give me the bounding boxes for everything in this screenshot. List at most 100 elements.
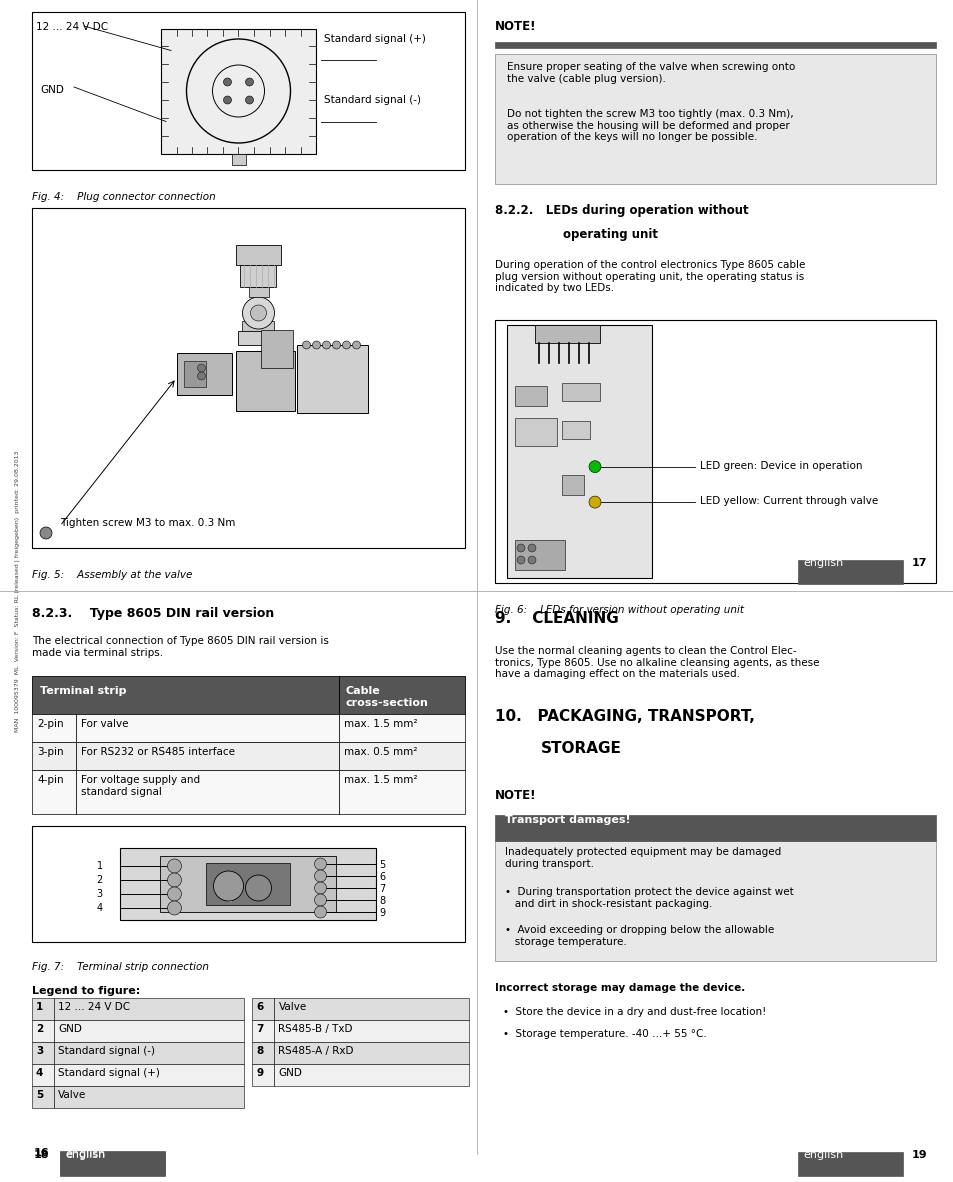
Text: For valve: For valve bbox=[81, 719, 129, 729]
Circle shape bbox=[197, 372, 205, 379]
Text: •  Storage temperature. -40 …+ 55 °C.: • Storage temperature. -40 …+ 55 °C. bbox=[502, 1030, 706, 1039]
Text: english: english bbox=[65, 1149, 105, 1160]
FancyBboxPatch shape bbox=[274, 1064, 469, 1086]
FancyBboxPatch shape bbox=[32, 1020, 54, 1043]
Text: 2-pin: 2-pin bbox=[37, 719, 64, 729]
Text: STORAGE: STORAGE bbox=[540, 741, 621, 756]
Text: LED yellow: Current through valve: LED yellow: Current through valve bbox=[700, 496, 878, 506]
FancyBboxPatch shape bbox=[32, 826, 464, 942]
Circle shape bbox=[168, 873, 181, 886]
FancyBboxPatch shape bbox=[160, 856, 336, 913]
Text: 8: 8 bbox=[256, 1046, 263, 1056]
Text: max. 0.5 mm²: max. 0.5 mm² bbox=[344, 747, 417, 756]
Text: Fig. 7:    Terminal strip connection: Fig. 7: Terminal strip connection bbox=[32, 962, 209, 972]
FancyBboxPatch shape bbox=[561, 421, 589, 439]
Text: english: english bbox=[802, 1150, 842, 1160]
FancyBboxPatch shape bbox=[253, 998, 274, 1020]
Text: 5: 5 bbox=[379, 860, 385, 870]
Circle shape bbox=[588, 461, 600, 473]
Text: Tighten screw M3 to max. 0.3 Nm: Tighten screw M3 to max. 0.3 Nm bbox=[60, 518, 235, 528]
Text: 1: 1 bbox=[36, 1002, 43, 1012]
FancyBboxPatch shape bbox=[236, 245, 280, 265]
Text: Cable
cross-section: Cable cross-section bbox=[345, 686, 428, 708]
FancyBboxPatch shape bbox=[253, 1020, 274, 1043]
FancyBboxPatch shape bbox=[274, 1020, 469, 1043]
Text: bürkert: bürkert bbox=[228, 878, 233, 901]
FancyBboxPatch shape bbox=[54, 998, 244, 1020]
FancyBboxPatch shape bbox=[260, 330, 293, 368]
Circle shape bbox=[527, 556, 536, 564]
FancyBboxPatch shape bbox=[54, 1020, 244, 1043]
Text: Standard signal (-): Standard signal (-) bbox=[324, 95, 420, 105]
FancyBboxPatch shape bbox=[54, 1086, 244, 1108]
Circle shape bbox=[527, 544, 536, 552]
FancyBboxPatch shape bbox=[232, 154, 245, 165]
FancyBboxPatch shape bbox=[535, 325, 599, 343]
FancyBboxPatch shape bbox=[161, 28, 315, 154]
FancyBboxPatch shape bbox=[32, 12, 464, 170]
FancyBboxPatch shape bbox=[495, 320, 935, 583]
Text: Fig. 5:    Assembly at the valve: Fig. 5: Assembly at the valve bbox=[32, 570, 193, 580]
FancyBboxPatch shape bbox=[176, 353, 232, 395]
Text: NOTE!: NOTE! bbox=[495, 20, 536, 33]
FancyBboxPatch shape bbox=[206, 863, 291, 905]
Text: GND: GND bbox=[40, 85, 64, 95]
FancyBboxPatch shape bbox=[561, 474, 583, 494]
Text: Valve: Valve bbox=[58, 1090, 86, 1100]
Text: For voltage supply and
standard signal: For voltage supply and standard signal bbox=[81, 775, 200, 797]
Text: 12 ... 24 V DC: 12 ... 24 V DC bbox=[36, 22, 108, 32]
FancyBboxPatch shape bbox=[242, 322, 274, 331]
Text: 8.2.3.    Type 8605 DIN rail version: 8.2.3. Type 8605 DIN rail version bbox=[32, 608, 274, 621]
Circle shape bbox=[342, 340, 350, 349]
Text: 16: 16 bbox=[34, 1148, 50, 1158]
FancyBboxPatch shape bbox=[32, 714, 76, 742]
FancyBboxPatch shape bbox=[296, 345, 368, 413]
Text: 9: 9 bbox=[379, 908, 385, 918]
Text: Ensure proper seating of the valve when screwing onto
the valve (cable plug vers: Ensure proper seating of the valve when … bbox=[506, 61, 795, 84]
Text: 4: 4 bbox=[96, 903, 103, 913]
FancyBboxPatch shape bbox=[238, 331, 278, 345]
FancyBboxPatch shape bbox=[76, 714, 339, 742]
Text: 2: 2 bbox=[96, 875, 103, 885]
Text: 9.    CLEANING: 9. CLEANING bbox=[495, 611, 618, 626]
Text: 3: 3 bbox=[36, 1046, 43, 1056]
FancyBboxPatch shape bbox=[32, 742, 76, 769]
FancyBboxPatch shape bbox=[60, 1151, 165, 1175]
FancyBboxPatch shape bbox=[797, 560, 902, 584]
Text: RS485-A / RxD: RS485-A / RxD bbox=[278, 1046, 354, 1056]
Circle shape bbox=[245, 78, 253, 86]
FancyBboxPatch shape bbox=[32, 1043, 54, 1064]
FancyBboxPatch shape bbox=[515, 387, 546, 405]
FancyBboxPatch shape bbox=[506, 325, 651, 578]
Text: operating unit: operating unit bbox=[562, 228, 658, 241]
Text: Terminal strip: Terminal strip bbox=[40, 686, 127, 696]
FancyBboxPatch shape bbox=[253, 1064, 274, 1086]
Circle shape bbox=[322, 340, 330, 349]
Circle shape bbox=[242, 297, 274, 329]
Text: Standard signal (+): Standard signal (+) bbox=[324, 34, 425, 44]
FancyBboxPatch shape bbox=[495, 816, 935, 842]
FancyBboxPatch shape bbox=[495, 842, 935, 961]
FancyBboxPatch shape bbox=[183, 361, 205, 387]
Text: Standard signal (+): Standard signal (+) bbox=[58, 1069, 160, 1078]
Text: 7: 7 bbox=[379, 884, 385, 894]
Text: LED green: Device in operation: LED green: Device in operation bbox=[700, 461, 862, 470]
FancyBboxPatch shape bbox=[253, 1043, 274, 1064]
FancyBboxPatch shape bbox=[240, 265, 276, 287]
Text: max. 1.5 mm²: max. 1.5 mm² bbox=[344, 719, 417, 729]
Circle shape bbox=[314, 894, 326, 905]
FancyBboxPatch shape bbox=[495, 54, 935, 184]
FancyBboxPatch shape bbox=[248, 287, 268, 297]
Text: NOTE!: NOTE! bbox=[495, 790, 536, 803]
Text: 4: 4 bbox=[36, 1069, 43, 1078]
Text: The electrical connection of Type 8605 DIN rail version is
made via terminal str: The electrical connection of Type 8605 D… bbox=[32, 636, 329, 657]
Text: Inadequately protected equipment may be damaged
during transport.: Inadequately protected equipment may be … bbox=[504, 847, 781, 869]
FancyBboxPatch shape bbox=[339, 742, 464, 769]
FancyBboxPatch shape bbox=[274, 998, 469, 1020]
FancyBboxPatch shape bbox=[339, 676, 464, 714]
Text: 12 ... 24 V DC: 12 ... 24 V DC bbox=[58, 1002, 130, 1012]
Text: MAN  100095379  ML  Version: F  Status: RL (released | freigegeben)  printed: 29: MAN 100095379 ML Version: F Status: RL (… bbox=[14, 450, 20, 732]
FancyBboxPatch shape bbox=[236, 351, 294, 411]
Text: 4-pin: 4-pin bbox=[37, 775, 64, 785]
Circle shape bbox=[333, 340, 340, 349]
